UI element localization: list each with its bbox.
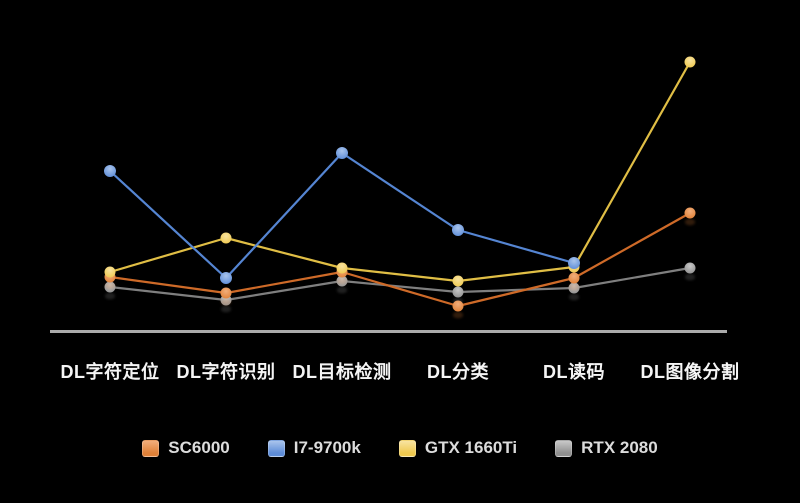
legend-item-gtx-1660ti: GTX 1660Ti <box>398 438 518 458</box>
data-point-rtx-2080 <box>684 262 696 274</box>
data-point-gtx-1660ti <box>684 56 696 68</box>
data-point-reflection <box>336 277 348 285</box>
series-line-gtx-1660ti <box>108 60 692 283</box>
series-line-i7-9700k <box>108 151 576 280</box>
data-point-reflection <box>336 286 348 294</box>
data-point-reflection <box>104 292 116 300</box>
data-point-reflection <box>568 283 580 291</box>
data-point-reflection <box>220 305 232 313</box>
data-point-gtx-1660ti <box>336 262 348 274</box>
data-point-gtx-1660ti <box>452 275 464 287</box>
data-point-gtx-1660ti <box>220 232 232 244</box>
legend-item-rtx-2080: RTX 2080 <box>555 438 658 458</box>
x-axis-labels: DL字符定位 DL字符识别 DL目标检测 DL分类 DL读码 DL图像分割 <box>52 358 748 384</box>
data-point-i7-9700k <box>336 147 348 159</box>
legend-label-i7-9700k: I7-9700k <box>293 438 361 457</box>
data-point-reflection <box>568 293 580 301</box>
x-axis-label-dl-code-read: DL读码 <box>543 362 605 382</box>
data-point-reflection <box>684 218 696 226</box>
data-point-i7-9700k <box>220 272 232 284</box>
data-point-i7-9700k <box>452 224 464 236</box>
legend-swatch-rtx-2080 <box>555 439 573 457</box>
data-point-gtx-1660ti <box>104 266 116 278</box>
legend: SC6000 I7-9700k GTX 1660Ti RTX 2080 <box>0 438 800 458</box>
series-line-rtx-2080 <box>108 266 692 302</box>
legend-item-i7-9700k: I7-9700k <box>267 438 361 458</box>
data-point-reflection <box>220 298 232 306</box>
data-point-reflection <box>104 282 116 290</box>
legend-swatch-sc6000 <box>142 439 160 457</box>
legend-label-gtx-1660ti: GTX 1660Ti <box>424 438 518 457</box>
data-point-sc6000 <box>452 300 464 312</box>
x-axis-label-dl-obj-detect: DL目标检测 <box>292 362 392 382</box>
legend-swatch-gtx-1660ti <box>398 439 416 457</box>
data-point-sc6000 <box>220 287 232 299</box>
legend-item-sc6000: SC6000 <box>142 438 230 458</box>
series-line-sc6000 <box>108 211 692 308</box>
legend-label-rtx-2080: RTX 2080 <box>581 438 658 457</box>
data-point-i7-9700k <box>568 257 580 269</box>
legend-swatch-i7-9700k <box>267 439 285 457</box>
data-point-reflection <box>684 273 696 281</box>
x-axis-label-dl-char-locate: DL字符定位 <box>60 362 160 382</box>
x-axis-label-dl-classify: DL分类 <box>427 362 489 382</box>
x-axis-label-dl-img-segment: DL图像分割 <box>640 362 740 382</box>
data-point-sc6000 <box>568 272 580 284</box>
x-axis-label-dl-char-recog: DL字符识别 <box>176 362 276 382</box>
data-point-reflection <box>452 311 464 319</box>
data-point-sc6000 <box>684 207 696 219</box>
data-point-rtx-2080 <box>452 286 464 298</box>
legend-label-sc6000: SC6000 <box>168 438 230 457</box>
data-point-i7-9700k <box>104 165 116 177</box>
